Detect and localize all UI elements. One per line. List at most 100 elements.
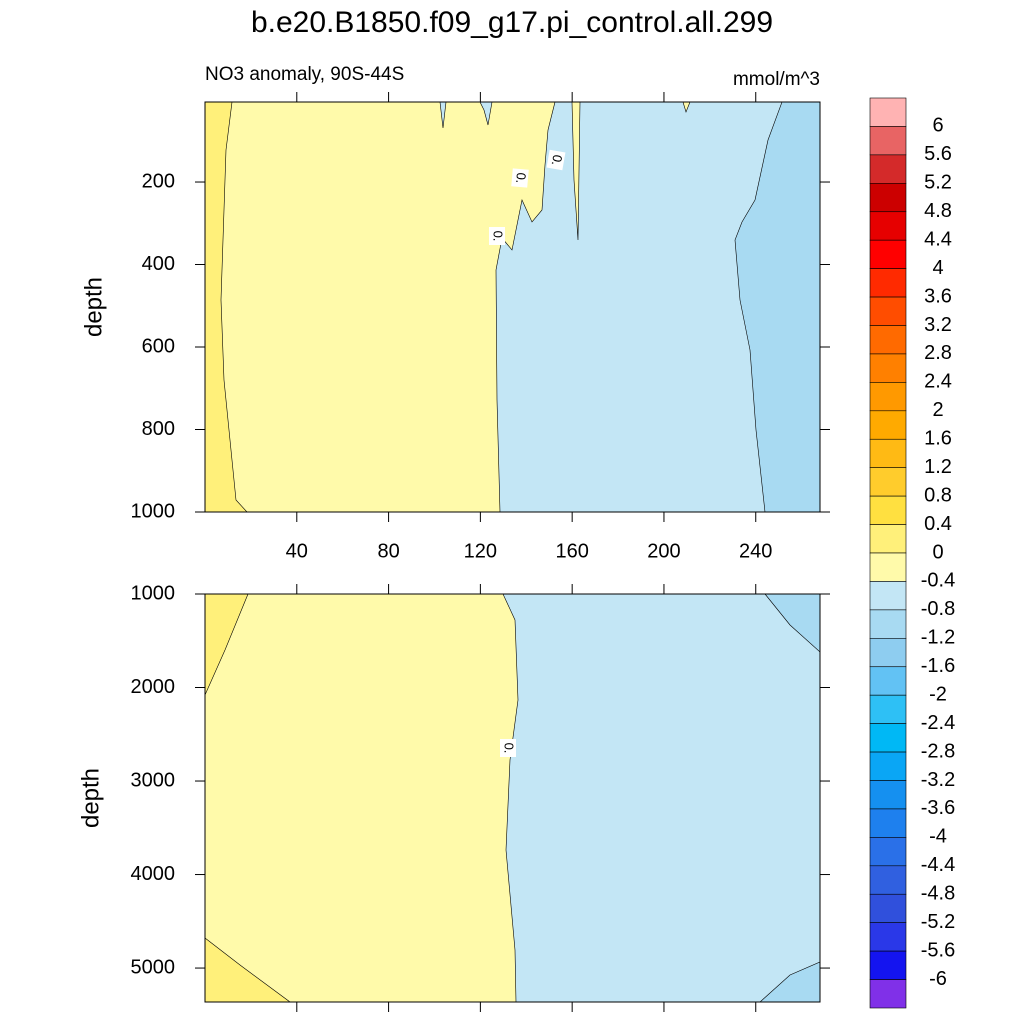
y-axis-label: depth xyxy=(77,768,104,828)
left-string: NO3 anomaly, 90S-44S xyxy=(205,64,404,85)
y-tick-label: 1000 xyxy=(131,582,176,604)
region xyxy=(204,101,556,513)
colorbar-box xyxy=(869,865,907,895)
colorbar-box xyxy=(869,808,907,838)
colorbar-box xyxy=(869,694,907,724)
contour-label: 0. xyxy=(502,743,517,754)
colorbar-label: -2.4 xyxy=(921,712,955,734)
label-box xyxy=(546,149,566,171)
bottom-frame xyxy=(204,593,821,1003)
colorbar-box xyxy=(869,382,907,412)
x-tick-label: 240 xyxy=(739,540,772,562)
label-box xyxy=(489,227,505,245)
x-tick-label: 80 xyxy=(377,540,399,562)
x-tick-label: 200 xyxy=(647,540,680,562)
colorbar-box xyxy=(869,268,907,298)
x-tick-label: 160 xyxy=(555,540,588,562)
colorbar-label: 6 xyxy=(932,115,943,137)
contour-label: 0. xyxy=(549,154,566,167)
colorbar-label: -5.6 xyxy=(921,939,955,961)
y-tick-label: 200 xyxy=(142,170,175,192)
colorbar-label: -0.4 xyxy=(921,570,955,592)
colorbar-box xyxy=(869,126,907,156)
colorbar-label: 5.2 xyxy=(924,172,952,194)
colorbar-label: 3.6 xyxy=(924,285,952,307)
label-box xyxy=(511,168,529,188)
colorbar-label: -4.8 xyxy=(921,883,955,905)
contour-label: 0. xyxy=(513,172,529,184)
colorbar-label: 4.8 xyxy=(924,200,952,222)
colorbar-box xyxy=(869,183,907,213)
colorbar-label: -3.6 xyxy=(921,797,955,819)
colorbar-label: -4.4 xyxy=(921,854,955,876)
colorbar-box xyxy=(869,438,907,468)
colorbar-label: 2.8 xyxy=(924,342,952,364)
colorbar-box xyxy=(869,154,907,184)
region xyxy=(204,593,519,1003)
colorbar-label: 0.4 xyxy=(924,513,952,535)
colorbar-label: -5.2 xyxy=(921,911,955,933)
colorbar-box xyxy=(869,211,907,241)
colorbar-label: 4.4 xyxy=(924,228,952,250)
colorbar-box xyxy=(869,97,907,127)
colorbar-box xyxy=(869,296,907,326)
colorbar-box xyxy=(869,524,907,554)
colorbar-label: -4 xyxy=(929,826,947,848)
colorbar-box xyxy=(869,666,907,696)
colorbar-box xyxy=(869,780,907,810)
colorbar-box xyxy=(869,922,907,952)
colorbar-box xyxy=(869,410,907,440)
y-tick-label: 5000 xyxy=(131,956,176,978)
colorbar-box xyxy=(869,979,907,1009)
colorbar-box xyxy=(869,893,907,923)
y-tick-label: 600 xyxy=(142,335,175,357)
y-tick-label: 400 xyxy=(142,253,175,275)
y-tick-label: 4000 xyxy=(131,863,176,885)
colorbar-box xyxy=(869,837,907,867)
colorbar-label: 1.2 xyxy=(924,456,952,478)
colorbar-box xyxy=(869,239,907,269)
top-panel xyxy=(204,101,821,513)
x-tick-label: 40 xyxy=(286,540,308,562)
colorbar-label: -3.2 xyxy=(921,769,955,791)
colorbar-box xyxy=(869,495,907,525)
contour-label: 0. xyxy=(491,231,506,242)
colorbar-label: 1.6 xyxy=(924,428,952,450)
colorbar-label: -6 xyxy=(929,968,947,990)
title: b.e20.B1850.f09_g17.pi_control.all.299 xyxy=(251,6,773,39)
y-axis-label: depth xyxy=(80,277,107,337)
bottom-panel xyxy=(204,593,821,1003)
y-tick-label: 1000 xyxy=(131,500,176,522)
colorbar-box xyxy=(869,353,907,383)
colorbar-box xyxy=(869,552,907,582)
colorbar-box xyxy=(869,609,907,639)
colorbar-label: -2.8 xyxy=(921,740,955,762)
y-tick-label: 800 xyxy=(142,418,175,440)
colorbar-label: 0.8 xyxy=(924,484,952,506)
colorbar-label: 2.4 xyxy=(924,371,952,393)
colorbar-label: 2 xyxy=(932,399,943,421)
colorbar-box xyxy=(869,950,907,980)
x-tick-label: 120 xyxy=(464,540,497,562)
colorbar-box xyxy=(869,467,907,497)
colorbar-box xyxy=(869,638,907,668)
colorbar-label: 3.2 xyxy=(924,314,952,336)
top-frame xyxy=(204,101,821,513)
colorbar-label: 0 xyxy=(932,541,943,563)
colorbar-box xyxy=(869,751,907,781)
colorbar-box xyxy=(869,581,907,611)
colorbar-label: -1.2 xyxy=(921,627,955,649)
y-tick-label: 3000 xyxy=(131,769,176,791)
colorbar-label: -0.8 xyxy=(921,598,955,620)
colorbar-label: 4 xyxy=(932,257,943,279)
colorbar-box xyxy=(869,723,907,753)
colorbar-label: -2 xyxy=(929,683,947,705)
y-tick-label: 2000 xyxy=(131,676,176,698)
colorbar-box xyxy=(869,325,907,355)
label-box xyxy=(500,739,516,757)
colorbar-label: -1.6 xyxy=(921,655,955,677)
right-string: mmol/m^3 xyxy=(733,69,820,90)
colorbar-label: 5.6 xyxy=(924,143,952,165)
contour-labels: 0. 0. 0. 0. xyxy=(489,149,566,757)
